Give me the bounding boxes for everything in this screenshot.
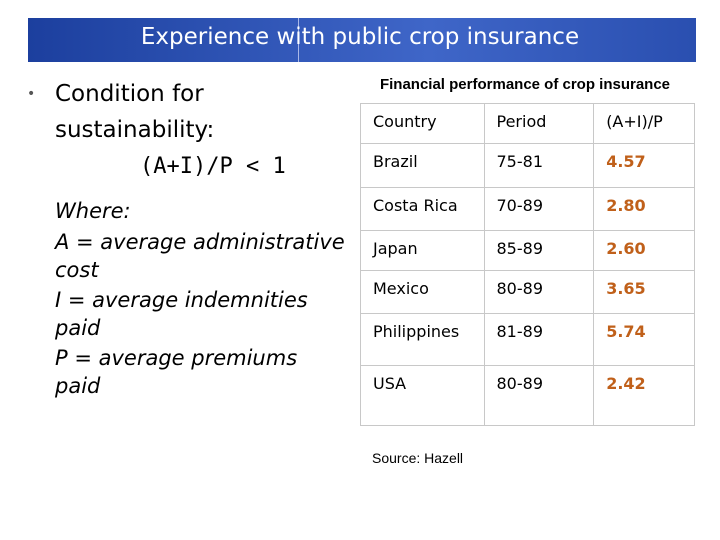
column-header: Period bbox=[483, 103, 595, 144]
cell: 80-89 bbox=[483, 365, 595, 426]
column-header: Country bbox=[360, 103, 485, 144]
left-text: Condition for sustainability: (A+I)/P < … bbox=[27, 76, 345, 400]
slide-title: Experience with public crop insurance bbox=[140, 24, 580, 50]
table-row: Brazil 75-81 4.57 bbox=[360, 143, 695, 188]
cell: 2.60 bbox=[593, 230, 695, 271]
cell: 5.74 bbox=[593, 313, 695, 366]
cell: 2.42 bbox=[593, 365, 695, 426]
divider bbox=[298, 18, 299, 62]
cell: 75-81 bbox=[483, 143, 595, 188]
table-title: Financial performance of crop insurance bbox=[379, 76, 671, 93]
cell: 70-89 bbox=[483, 187, 595, 231]
cell: 3.65 bbox=[593, 270, 695, 314]
cell: 4.57 bbox=[593, 143, 695, 188]
definition: P = average premiums paid bbox=[55, 346, 298, 398]
cell: 85-89 bbox=[483, 230, 595, 271]
cell: Costa Rica bbox=[360, 187, 485, 231]
cell: Japan bbox=[360, 230, 485, 271]
table-row: USA 80-89 2.42 bbox=[360, 365, 695, 426]
table-row: Japan 85-89 2.60 bbox=[360, 230, 695, 271]
bullet: Condition for sustainability: bbox=[27, 76, 345, 148]
formula: (A+I)/P < 1 bbox=[140, 154, 286, 179]
cell: Philippines bbox=[360, 313, 485, 366]
cell: Mexico bbox=[360, 270, 485, 314]
table: Country Period (A+I)/P Brazil 75-81 4.57 Costa… bbox=[360, 103, 695, 426]
cell: USA bbox=[360, 365, 485, 426]
table-row: Costa Rica 70-89 2.80 bbox=[360, 187, 695, 231]
title-bar bbox=[28, 18, 696, 62]
where: Where: bbox=[55, 199, 131, 223]
definition: I = average indemnities paid bbox=[55, 288, 308, 340]
table-row: Philippines 81-89 5.74 bbox=[360, 313, 695, 366]
cell: Brazil bbox=[360, 143, 485, 188]
table-row: Mexico 80-89 3.65 bbox=[360, 270, 695, 314]
definitions: A = average administrative cost I = avera… bbox=[55, 228, 345, 400]
cell: 80-89 bbox=[483, 270, 595, 314]
source: Source: Hazell bbox=[372, 450, 464, 466]
header-row: Country Period (A+I)/P bbox=[360, 103, 695, 144]
cell: 2.80 bbox=[593, 187, 695, 231]
cell: 81-89 bbox=[483, 313, 595, 366]
column-header: (A+I)/P bbox=[593, 103, 695, 144]
definition: A = average administrative cost bbox=[55, 230, 345, 282]
